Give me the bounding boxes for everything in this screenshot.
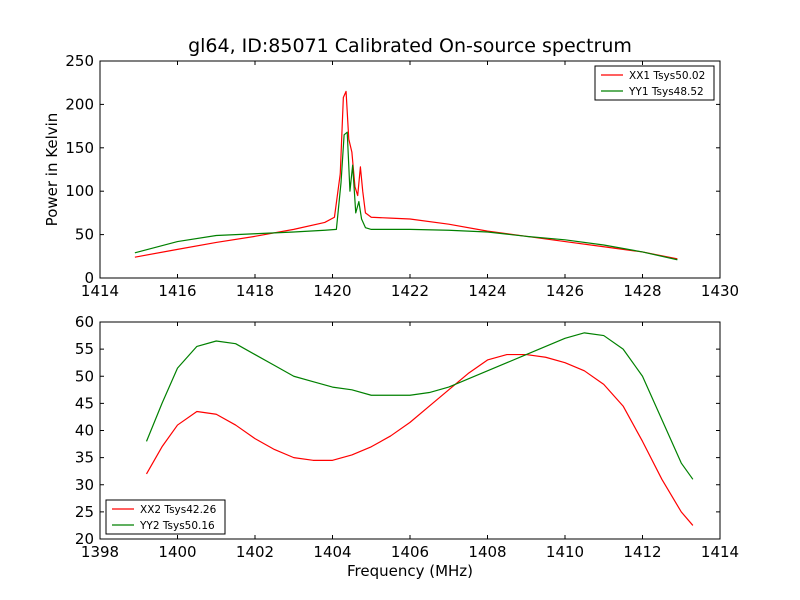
y-tick-label-1-5: 45 <box>75 394 94 412</box>
x-axis-label-1: Frequency (MHz) <box>347 562 473 580</box>
y-axis-label-0: Power in Kelvin <box>43 113 61 227</box>
x-tick-label-0-4: 1422 <box>391 282 429 300</box>
bottom-spectrum-panel: 1398 1400 1402 1404 1406 1408 1410 1412 1414 20 25… <box>75 313 739 580</box>
chart-title: gl64, ID:85071 Calibrated On-source spec… <box>188 35 632 57</box>
x-tick-label-0-8: 1430 <box>701 282 739 300</box>
x-tick-label-1-1: 1400 <box>158 543 196 561</box>
x-tick-label-1-0: 1398 <box>81 543 119 561</box>
y-tick-label-0-0: 0 <box>84 269 94 287</box>
y-tick-label-0-3: 150 <box>65 139 94 157</box>
x-tick-label-0-6: 1426 <box>546 282 584 300</box>
y-tick-label-0-5: 250 <box>65 52 94 70</box>
y-tick-label-1-2: 30 <box>75 476 94 494</box>
legend-label-0-0: XX1 Tsys50.02 <box>629 70 705 82</box>
y-tick-label-1-1: 25 <box>75 503 94 521</box>
x-tick-label-0-3: 1420 <box>313 282 351 300</box>
y-tick-label-1-8: 60 <box>75 313 94 331</box>
y-tick-label-1-3: 35 <box>75 449 94 467</box>
x-tick-label-0-7: 1428 <box>623 282 661 300</box>
x-tick-label-1-5: 1408 <box>468 543 506 561</box>
y-tick-label-1-6: 50 <box>75 367 94 385</box>
x-tick-label-1-2: 1402 <box>236 543 274 561</box>
x-tick-label-1-7: 1412 <box>623 543 661 561</box>
legend-label-1-1: YY2 Tsys50.16 <box>139 520 215 532</box>
legend-label-0-1: YY1 Tsys48.52 <box>628 86 704 98</box>
x-tick-label-1-4: 1406 <box>391 543 429 561</box>
series-line-0-1 <box>134 131 678 261</box>
legend-1: XX2 Tsys42.26 YY2 Tsys50.16 <box>105 499 226 535</box>
x-tick-label-0-1: 1416 <box>158 282 196 300</box>
x-tick-label-1-6: 1410 <box>546 543 584 561</box>
x-tick-label-0-0: 1414 <box>81 282 119 300</box>
top-spectrum-panel: 1414 1416 1418 1420 1422 1424 1426 1428 1430 0 50 1… <box>43 52 739 300</box>
y-tick-label-0-1: 50 <box>75 226 94 244</box>
series-line-1-1 <box>145 332 694 480</box>
y-tick-label-1-4: 40 <box>75 422 94 440</box>
x-tick-label-0-5: 1424 <box>468 282 506 300</box>
y-tick-label-1-7: 55 <box>75 340 94 358</box>
y-tick-label-0-4: 200 <box>65 95 94 113</box>
legend-label-1-0: XX2 Tsys42.26 <box>140 504 217 516</box>
y-tick-label-1-0: 20 <box>75 530 94 548</box>
series-line-1-0 <box>145 353 694 526</box>
legend-box-1 <box>105 499 226 535</box>
legend-0: XX1 Tsys50.02 YY1 Tsys48.52 <box>594 65 715 101</box>
y-tick-label-0-2: 100 <box>65 182 94 200</box>
legend-box-0 <box>594 65 715 101</box>
x-tick-label-1-3: 1404 <box>313 543 351 561</box>
x-tick-label-1-8: 1414 <box>701 543 739 561</box>
x-tick-label-0-2: 1418 <box>236 282 274 300</box>
